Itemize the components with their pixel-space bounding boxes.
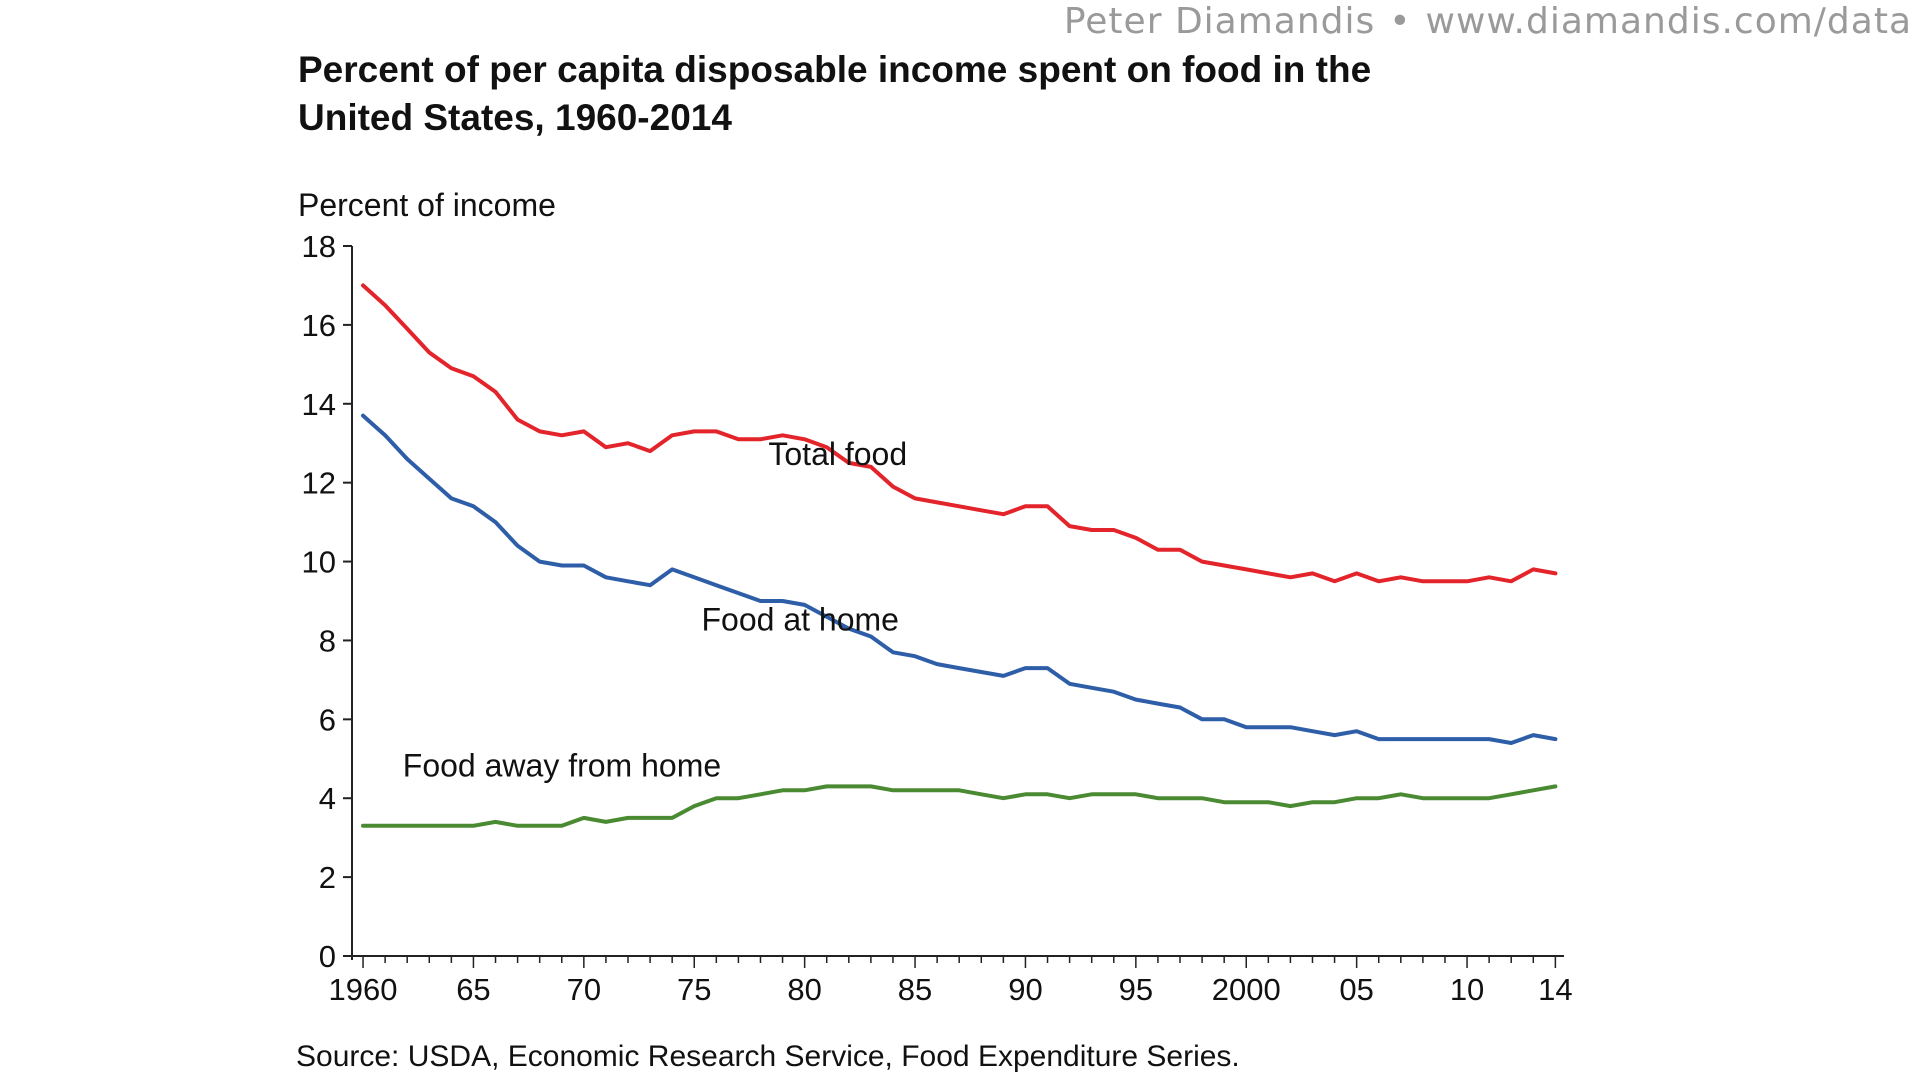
x-tick-label: 95 xyxy=(1119,972,1153,1007)
x-tick-label: 80 xyxy=(787,972,821,1007)
series-label-away: Food away from home xyxy=(403,748,721,784)
chart-axes: 0 2 4 6 8 10 12 14 16 18 1960 65 70 75 80 85 90 95 2000 05 1… xyxy=(302,229,1573,1007)
chart-title-line-1: Percent of per capita disposable income … xyxy=(298,49,1372,90)
source-note: Source: USDA, Economic Research Service,… xyxy=(296,1040,1240,1073)
y-tick-label: 10 xyxy=(302,545,336,580)
y-tick-label: 18 xyxy=(302,229,336,264)
x-tick-label: 1960 xyxy=(329,972,398,1007)
y-tick-label: 14 xyxy=(302,387,336,422)
y-tick-label: 2 xyxy=(319,860,336,895)
x-tick-label: 70 xyxy=(567,972,601,1007)
attribution-url[interactable]: www.diamandis.com/data xyxy=(1425,1,1912,42)
x-tick-label: 2000 xyxy=(1212,972,1281,1007)
series-line-away xyxy=(361,784,1558,828)
chart-title: Percent of per capita disposable income … xyxy=(298,46,1548,142)
y-tick-label: 0 xyxy=(319,939,336,974)
x-tick-label: 85 xyxy=(898,972,932,1007)
x-tick-label: 65 xyxy=(456,972,490,1007)
chart-series xyxy=(361,283,1558,828)
y-axis-title: Percent of income xyxy=(298,187,556,223)
x-tick-label: 90 xyxy=(1008,972,1042,1007)
y-tick-label: 8 xyxy=(319,623,336,658)
y-tick-label: 16 xyxy=(302,308,336,343)
series-label-total: Total food xyxy=(768,436,907,472)
y-tick-label: 6 xyxy=(319,702,336,737)
x-tick-label: 75 xyxy=(677,972,711,1007)
y-tick-label: 4 xyxy=(319,781,336,816)
y-tick-label: 12 xyxy=(302,466,336,501)
series-label-home: Food at home xyxy=(702,602,899,638)
x-tick-label: 10 xyxy=(1450,972,1484,1007)
chart-series-labels: Total food Food at home Food away from hom… xyxy=(403,436,907,784)
attribution: Peter Diamandis • www.diamandis.com/data xyxy=(1064,0,1912,44)
attribution-author: Peter Diamandis xyxy=(1063,1,1376,42)
series-line-total xyxy=(361,283,1558,584)
chart-title-line-2: United States, 1960-2014 xyxy=(298,97,732,138)
x-tick-label: 14 xyxy=(1538,972,1572,1007)
series-line-home xyxy=(361,413,1558,745)
x-tick-label: 05 xyxy=(1339,972,1373,1007)
attribution-separator: • xyxy=(1389,1,1412,42)
